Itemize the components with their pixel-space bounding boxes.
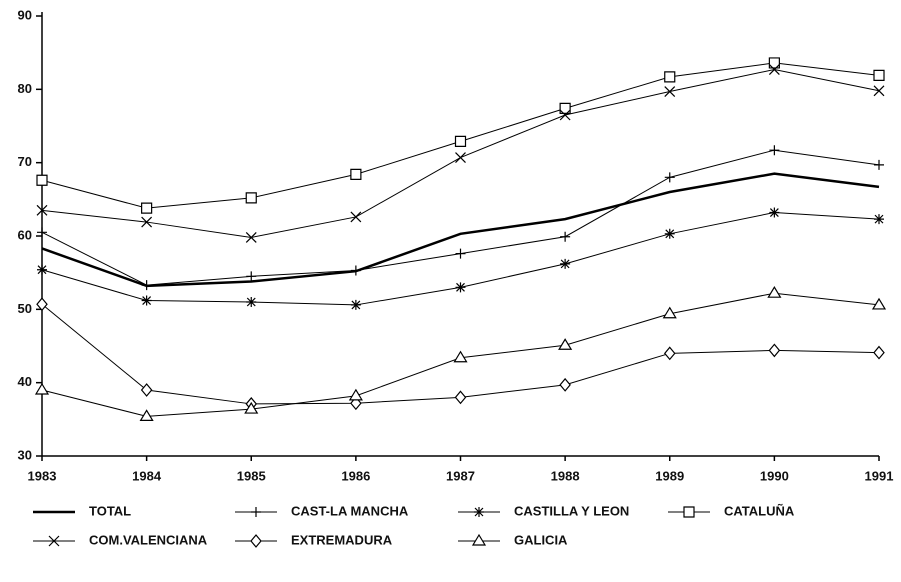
series-line <box>41 172 880 288</box>
marker <box>454 390 467 405</box>
marker <box>871 297 887 310</box>
marker <box>560 258 571 269</box>
x-tick-label: 1985 <box>237 468 266 483</box>
legend-label: CAST-LA MANCHA <box>291 503 409 518</box>
marker <box>683 506 695 518</box>
marker <box>663 346 676 361</box>
marker <box>37 264 47 275</box>
marker <box>873 69 885 81</box>
x-tick-label: 1990 <box>760 468 789 483</box>
marker <box>873 85 885 97</box>
x-tick-label: 1987 <box>446 468 475 483</box>
marker <box>768 64 780 75</box>
marker <box>873 345 885 360</box>
marker <box>662 306 677 319</box>
marker <box>350 168 362 180</box>
marker <box>874 214 884 225</box>
y-tick-label: 30 <box>18 447 32 462</box>
marker <box>559 377 571 392</box>
marker <box>471 533 487 546</box>
marker <box>141 202 153 214</box>
marker <box>246 297 257 307</box>
marker <box>455 152 466 163</box>
series-line <box>41 69 880 238</box>
x-tick-label: 1991 <box>865 468 894 483</box>
marker <box>664 228 675 239</box>
marker <box>455 282 466 293</box>
legend-label: GALICIA <box>514 532 568 547</box>
marker <box>350 211 362 223</box>
marker <box>245 192 257 204</box>
marker <box>141 216 153 228</box>
marker <box>139 409 154 421</box>
marker <box>348 388 363 401</box>
marker <box>36 204 48 216</box>
marker <box>474 507 484 517</box>
marker <box>350 265 361 276</box>
marker <box>454 135 467 147</box>
series-line <box>41 149 880 286</box>
marker <box>453 350 468 363</box>
x-tick-label: 1988 <box>551 468 580 483</box>
marker <box>37 227 47 238</box>
x-tick-label: 1984 <box>132 468 162 483</box>
marker <box>250 534 262 548</box>
legend-label: COM.VALENCIANA <box>89 532 208 547</box>
marker <box>141 280 152 291</box>
legend-label: EXTREMADURA <box>291 532 393 547</box>
y-tick-label: 70 <box>18 154 32 169</box>
marker <box>769 145 780 156</box>
y-tick-label: 40 <box>18 374 32 389</box>
legend-label: CASTILLA Y LEON <box>514 503 629 518</box>
x-tick-label: 1989 <box>655 468 684 483</box>
marker <box>245 232 257 243</box>
y-tick-label: 50 <box>18 301 32 316</box>
x-tick-label: 1983 <box>28 468 57 483</box>
legend-label: TOTAL <box>89 503 131 518</box>
x-tick-label: 1986 <box>341 468 370 483</box>
marker <box>559 109 571 121</box>
y-tick-label: 60 <box>18 227 32 242</box>
marker <box>350 299 361 310</box>
marker <box>36 174 48 186</box>
marker <box>769 207 780 218</box>
marker <box>244 401 259 414</box>
y-tick-label: 80 <box>18 81 32 96</box>
marker <box>140 383 153 397</box>
marker <box>48 535 60 547</box>
marker <box>34 382 50 395</box>
marker <box>768 343 781 358</box>
marker <box>251 507 261 517</box>
legend-label: CATALUÑA <box>724 503 795 518</box>
marker <box>36 297 48 312</box>
marker <box>874 159 884 170</box>
marker <box>664 71 676 83</box>
marker <box>141 295 152 306</box>
series-line <box>41 62 880 209</box>
marker <box>767 286 782 298</box>
y-tick-label: 90 <box>18 7 32 22</box>
marker <box>664 86 676 97</box>
marker <box>560 231 571 242</box>
marker <box>664 172 675 183</box>
marker <box>558 338 573 350</box>
marker <box>455 248 466 259</box>
marker <box>246 271 257 282</box>
